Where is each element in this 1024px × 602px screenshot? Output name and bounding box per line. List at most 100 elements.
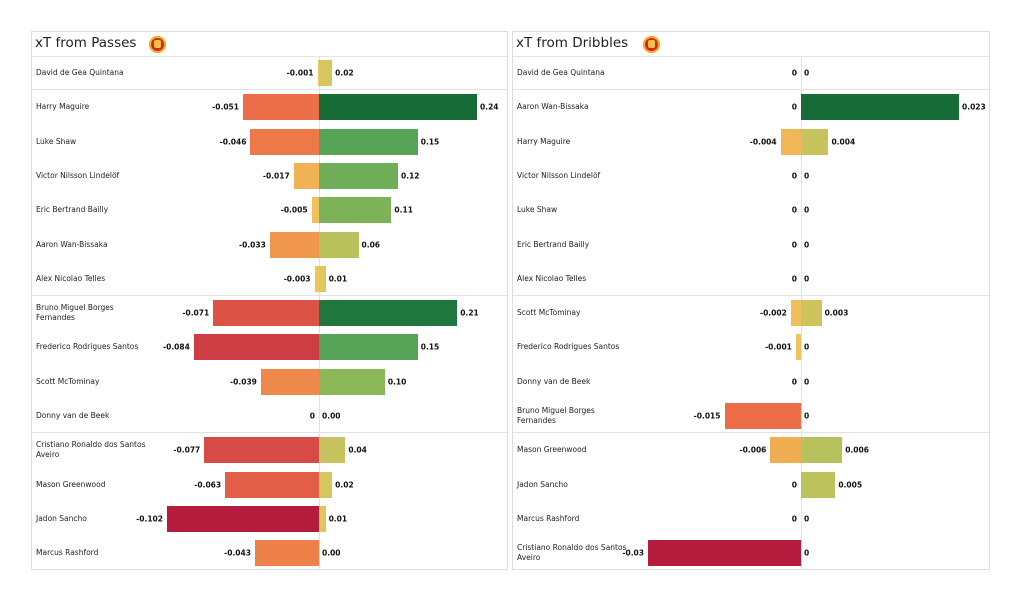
player-name: Donny van de Beek: [36, 411, 110, 420]
negative-bar: [790, 300, 801, 327]
player-name: Cristiano Ronaldo dos Santos Aveiro: [517, 543, 627, 563]
table-row: Frederico Rodrigues Santos -0.084 0.15: [32, 330, 507, 364]
positive-bar: [801, 94, 959, 121]
negative-value-label: 0: [791, 171, 797, 181]
positive-bar: [801, 437, 843, 464]
player-name: Eric Bertrand Bailly: [36, 205, 109, 215]
table-row: Jadon Sancho 0 0.005: [513, 468, 989, 502]
negative-value-label: 0: [309, 411, 315, 421]
chart-title: xT from Dribbles: [516, 35, 629, 51]
table-row: Scott McTominay -0.039 0.10: [32, 365, 507, 399]
positive-value-label: 0: [804, 411, 810, 421]
negative-bar: [795, 334, 801, 361]
positive-bar: [801, 128, 829, 155]
table-row: Jadon Sancho -0.102 0.01: [32, 502, 507, 536]
negative-value-label: -0.001: [286, 68, 314, 78]
table-row: Victor Nilsson Lindelöf 0 0: [513, 159, 989, 193]
positive-value-label: 0: [804, 274, 810, 284]
positive-bar: [319, 162, 398, 189]
positive-value-label: 0.01: [328, 514, 348, 524]
player-name: Marcus Rashford: [36, 548, 99, 558]
negative-bar: [293, 162, 319, 189]
player-name: David de Gea Quintana: [517, 68, 605, 77]
positive-value-label: 0.00: [322, 548, 341, 558]
positive-value-label: 0: [804, 240, 810, 249]
group-divider: [513, 295, 989, 297]
positive-value-label: 0.15: [420, 137, 440, 147]
positive-value-label: 0.006: [845, 445, 869, 455]
positive-value-label: 0.11: [394, 205, 413, 215]
negative-value-label: -0.005: [280, 205, 308, 215]
negative-bar: [254, 540, 319, 567]
table-row: Donny van de Beek 0 0: [513, 365, 989, 399]
negative-value-label: -0.017: [262, 171, 290, 181]
negative-bar: [204, 437, 319, 464]
positive-bar: [319, 505, 326, 532]
positive-value-label: 0.00: [322, 411, 341, 421]
positive-value-label: 0: [804, 205, 810, 215]
positive-bar: [319, 300, 458, 327]
negative-value-label: 0: [791, 205, 797, 215]
player-name: Mason Greenwood: [36, 479, 106, 489]
negative-bar: [250, 128, 319, 155]
negative-value-label: -0.003: [283, 274, 311, 284]
negative-bar: [260, 368, 319, 395]
positive-bar: [801, 471, 836, 498]
player-name: Luke Shaw: [517, 205, 558, 215]
positive-bar: [319, 231, 359, 258]
table-row: Alex Nicolao Telles 0 0: [513, 262, 989, 296]
table-row: Victor Nilsson Lindelöf -0.017 0.12: [32, 159, 507, 193]
player-name: Scott McTominay: [36, 376, 100, 386]
table-row: Aaron Wan-Bissaka 0 0.023: [513, 90, 989, 124]
club-crest-icon: [149, 36, 166, 53]
negative-bar: [770, 437, 801, 464]
positive-value-label: 0.005: [838, 480, 863, 490]
positive-value-label: 0: [804, 377, 810, 387]
table-row: Marcus Rashford 0 0: [513, 502, 989, 536]
player-name: Alex Nicolao Telles: [517, 273, 587, 283]
player-name: Aaron Wan-Bissaka: [36, 239, 108, 249]
negative-value-label: 0: [791, 68, 797, 78]
negative-value-label: -0.004: [749, 137, 777, 147]
positive-value-label: 0.02: [335, 68, 354, 78]
positive-value-label: 0.24: [480, 102, 499, 112]
positive-bar: [319, 265, 326, 292]
negative-value-label: -0.051: [212, 102, 239, 112]
table-row: Alex Nicolao Telles -0.003 0.01: [32, 262, 507, 296]
negative-bar: [167, 505, 319, 532]
positive-bar: [319, 334, 418, 361]
player-name: Alex Nicolao Telles: [36, 273, 106, 283]
positive-bar: [801, 300, 822, 327]
player-name: Luke Shaw: [36, 136, 77, 146]
negative-bar: [193, 334, 319, 361]
negative-value-label: -0.015: [693, 411, 721, 421]
panel-header: xT from Passes: [32, 32, 507, 57]
positive-bar: [319, 197, 392, 224]
positive-value-label: 0.15: [420, 342, 440, 352]
table-row: Aaron Wan-Bissaka -0.033 0.06: [32, 228, 507, 262]
table-row: David de Gea Quintana -0.001 0.02: [32, 56, 507, 90]
group-divider: [513, 89, 989, 91]
negative-value-label: -0.102: [136, 514, 163, 524]
positive-value-label: 0: [804, 342, 810, 352]
negative-value-label: -0.001: [765, 342, 792, 352]
positive-value-label: 0.01: [328, 274, 348, 284]
positive-value-label: 0.12: [401, 171, 420, 181]
player-name: Eric Bertrand Bailly: [517, 239, 590, 249]
group-divider: [32, 89, 507, 91]
positive-value-label: 0.21: [460, 308, 479, 318]
negative-value-label: -0.084: [162, 342, 190, 352]
player-name: Victor Nilsson Lindelöf: [36, 170, 120, 180]
player-name: Harry Maguire: [517, 136, 571, 146]
negative-value-label: 0: [791, 274, 797, 284]
player-name: Marcus Rashford: [517, 513, 580, 523]
chart-title: xT from Passes: [35, 35, 137, 51]
table-row: Harry Maguire -0.004 0.004: [513, 125, 989, 159]
negative-bar: [311, 197, 319, 224]
panel-header: xT from Dribbles: [513, 32, 989, 57]
negative-value-label: 0: [791, 377, 797, 387]
player-name: Frederico Rodrigues Santos: [36, 342, 139, 352]
negative-bar: [225, 471, 319, 498]
negative-bar: [317, 60, 319, 86]
negative-bar: [243, 94, 319, 121]
